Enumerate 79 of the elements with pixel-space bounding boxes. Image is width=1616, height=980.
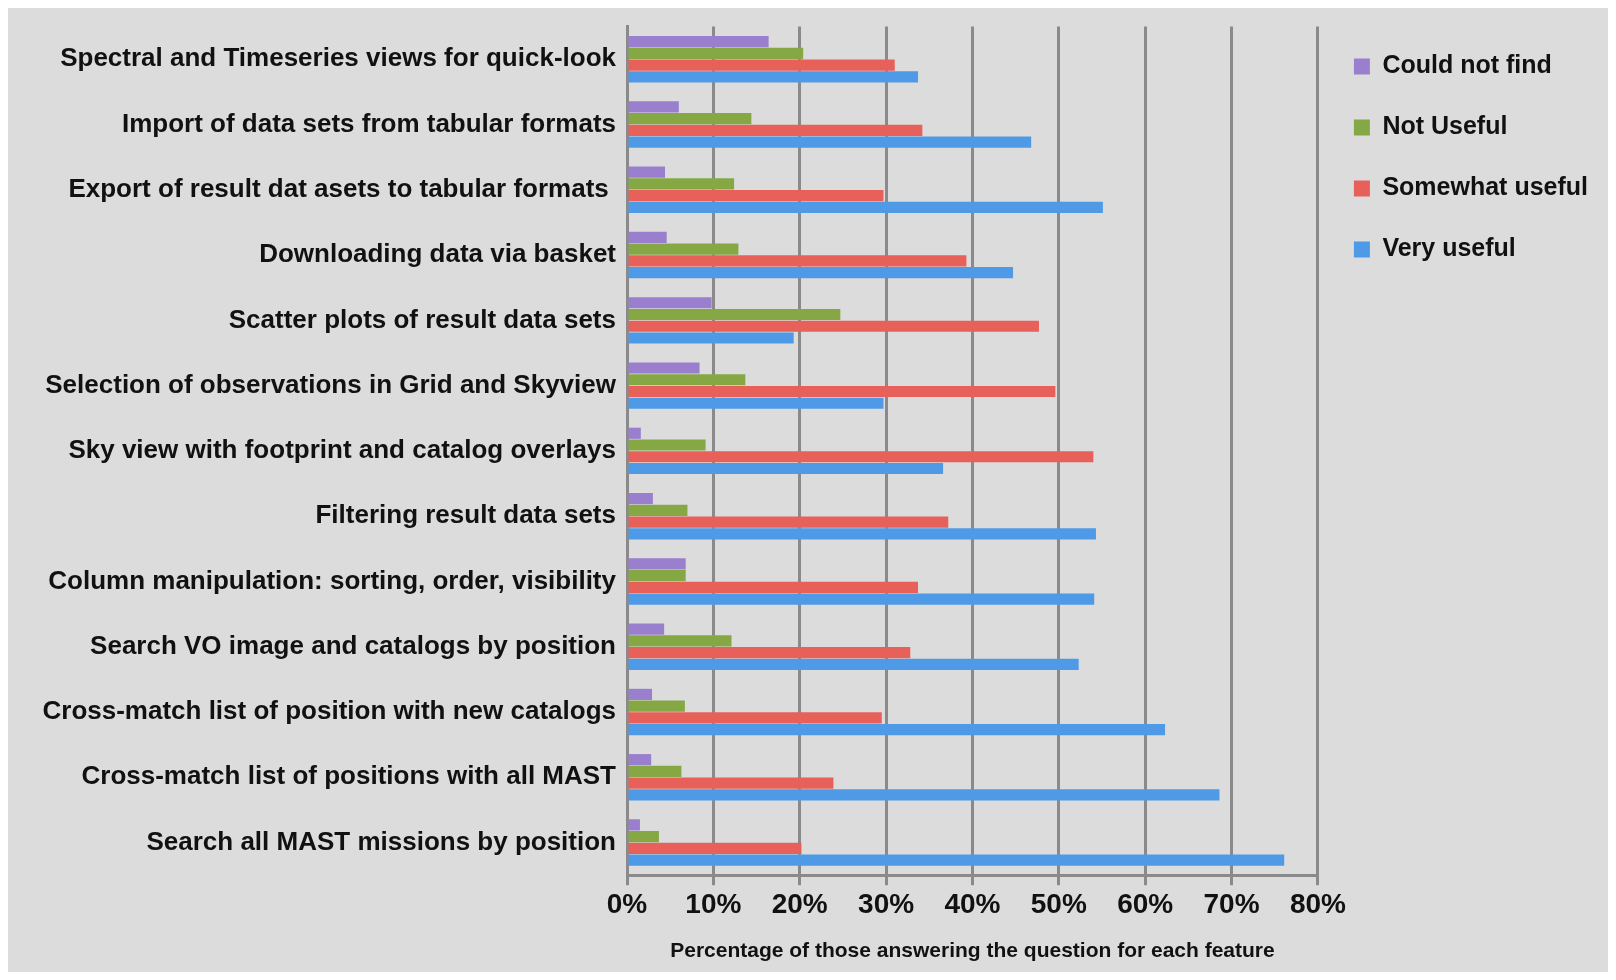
bar	[628, 190, 884, 202]
legend-label: Could not find	[1382, 50, 1552, 79]
bar	[628, 754, 652, 766]
y-tick-label: Filtering result data sets	[315, 499, 616, 530]
x-tick-label: 0%	[606, 887, 648, 919]
bar	[628, 201, 1103, 213]
y-tick-label: Search VO image and catalogs by position	[90, 629, 616, 660]
x-tick-label: 70%	[1203, 887, 1260, 919]
bar	[628, 439, 706, 451]
bar	[628, 101, 679, 113]
bar	[628, 623, 665, 635]
bar	[628, 593, 1095, 605]
bar	[628, 397, 884, 409]
x-axis-title: Percentage of those answering the question for each feature	[670, 938, 1275, 962]
bar	[628, 47, 804, 59]
bar	[628, 688, 653, 700]
bar	[628, 297, 712, 309]
x-tick-label: 20%	[771, 887, 828, 919]
bar	[628, 570, 686, 582]
y-tick-label: Spectral and Timeseries views for quick-look	[60, 42, 617, 73]
bar	[628, 166, 665, 178]
y-tick-label: Selection of observations in Grid and Skyview	[45, 368, 617, 399]
bar	[628, 777, 834, 789]
bar	[628, 819, 640, 831]
bar	[628, 255, 967, 267]
bar	[628, 492, 653, 505]
bar	[628, 362, 700, 374]
y-tick-label: Search all MAST missions by position	[146, 825, 616, 856]
bar	[628, 36, 769, 48]
y-tick-label: Cross-match list of position with new catalogs	[42, 695, 616, 726]
bar	[628, 59, 895, 71]
y-tick-label: Column manipulation: sorting, order, visibility	[48, 564, 617, 595]
bar	[628, 724, 1166, 736]
x-tick-label: 10%	[685, 887, 742, 919]
x-tick-label: 50%	[1030, 887, 1087, 919]
bar	[628, 700, 685, 712]
x-tick-label: 40%	[944, 887, 1001, 919]
bar	[628, 516, 949, 528]
bar	[628, 789, 1220, 801]
bar	[628, 635, 732, 647]
y-tick-label: Export of result dat asets to tabular formats	[68, 172, 616, 203]
bar	[628, 765, 682, 777]
y-tick-label: Import of data sets from tabular formats	[121, 107, 616, 138]
y-tick-label: Cross-match list of positions with all MAST	[81, 760, 617, 791]
bar	[628, 332, 794, 344]
bar	[628, 528, 1096, 540]
bar	[628, 842, 802, 855]
y-tick-label: Scatter plots of result data sets	[228, 303, 616, 334]
x-tick-label: 60%	[1117, 887, 1174, 919]
bar	[628, 712, 882, 724]
bar	[628, 451, 1094, 463]
x-tick-label: 80%	[1289, 887, 1347, 919]
bar	[628, 427, 641, 439]
x-tick-label: 30%	[858, 887, 915, 919]
bar	[628, 504, 688, 516]
bar	[628, 320, 1039, 332]
bar	[628, 178, 735, 190]
legend-label: Somewhat useful	[1382, 172, 1588, 201]
y-tick-label: Sky view with footprint and catalog overlays	[68, 434, 616, 465]
y-tick-label: Downloading data via basket	[259, 238, 617, 269]
bar	[628, 113, 752, 125]
bar	[628, 308, 841, 321]
bar	[628, 385, 1056, 398]
bar	[628, 558, 686, 570]
bar	[628, 267, 1014, 279]
bar	[628, 581, 919, 593]
bar	[628, 124, 923, 136]
bar	[628, 831, 659, 843]
bar	[628, 462, 944, 475]
bar	[628, 647, 911, 659]
bar	[628, 854, 1285, 866]
bar	[628, 658, 1079, 670]
bar	[628, 374, 746, 386]
legend-label: Very useful	[1382, 233, 1516, 262]
bar	[628, 243, 739, 255]
bar	[628, 231, 667, 244]
bar	[628, 71, 919, 83]
legend-label: Not Useful	[1382, 111, 1508, 140]
bar	[628, 136, 1032, 148]
